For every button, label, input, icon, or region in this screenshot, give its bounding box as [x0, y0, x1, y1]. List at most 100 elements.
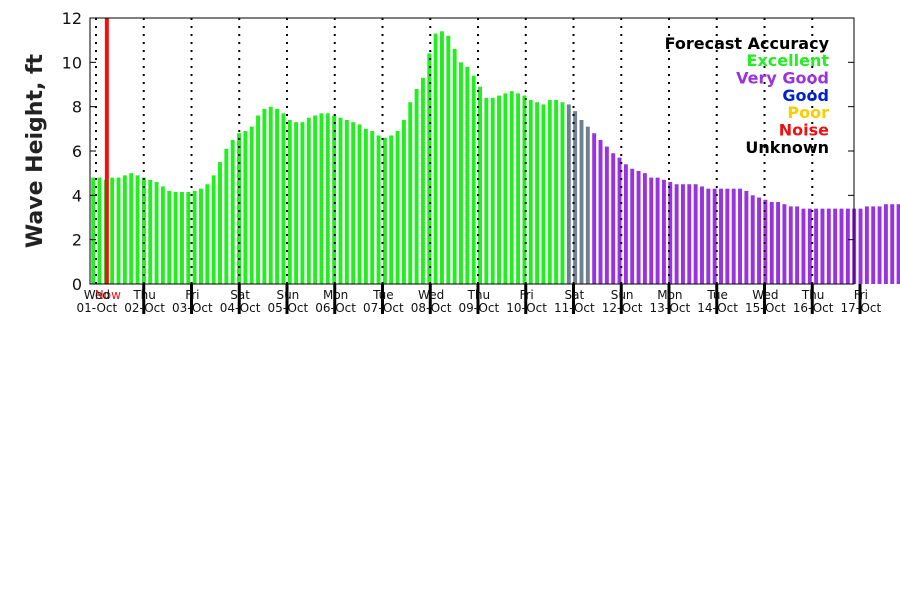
- wave-bar: [700, 186, 704, 284]
- legend-entry: Poor: [787, 103, 829, 122]
- wave-bar: [661, 179, 666, 284]
- day-of-week-label: Thu: [467, 288, 491, 302]
- wave-bar: [224, 148, 229, 284]
- day-of-week-label: Thu: [801, 288, 825, 302]
- day-of-week-label: Tue: [706, 288, 728, 302]
- wave-bar: [122, 175, 127, 284]
- y-axis: 0 2 4 6 8 10 12: [62, 9, 854, 294]
- legend-entry: Very Good: [736, 68, 829, 87]
- y-tick-label: 2: [72, 231, 82, 250]
- wave-bar: [459, 62, 463, 284]
- wave-bar: [706, 188, 711, 284]
- x-axis: Wed01-OctThu02-OctFri03-OctSat04-OctSun0…: [77, 288, 882, 315]
- wave-bar: [883, 204, 888, 284]
- wave-bar: [186, 192, 191, 284]
- wave-bar: [179, 192, 184, 284]
- wave-bar: [357, 124, 362, 285]
- wave-bar: [617, 157, 622, 284]
- day-of-week-label: Sat: [565, 288, 585, 302]
- date-label: 15-Oct: [745, 301, 786, 315]
- y-tick-label: 8: [72, 98, 82, 117]
- wave-bar: [516, 93, 521, 285]
- wave-bar: [782, 204, 787, 284]
- day-gridlines: [95, 18, 862, 314]
- wave-bar: [192, 190, 197, 284]
- date-label: 01-Oct: [77, 301, 118, 315]
- y-tick-label: 6: [72, 142, 82, 161]
- wave-bar: [763, 199, 768, 284]
- wave-bar: [845, 208, 850, 284]
- wave-bar: [427, 53, 432, 284]
- wave-bar: [433, 33, 438, 284]
- wave-bar: [839, 208, 844, 284]
- date-label: 03-Oct: [172, 301, 213, 315]
- wave-bar: [807, 208, 812, 284]
- legend-entry: Excellent: [747, 51, 830, 70]
- y-tick-label: 0: [72, 275, 82, 294]
- wave-bar: [141, 177, 146, 284]
- wave-bar: [547, 100, 552, 285]
- wave-bar: [528, 100, 533, 285]
- wave-bar: [471, 75, 476, 284]
- y-tick-label: 10: [62, 53, 82, 72]
- wave-bar: [325, 113, 330, 284]
- wave-bar: [389, 135, 394, 284]
- date-label: 08-Oct: [411, 301, 452, 315]
- wave-bar: [319, 113, 324, 284]
- wave-bar: [623, 164, 628, 284]
- wave-bar: [642, 173, 647, 284]
- wave-bar: [674, 184, 679, 284]
- wave-bar: [833, 208, 838, 284]
- wave-bar: [97, 177, 102, 284]
- wave-bar: [509, 91, 514, 285]
- wave-bar: [154, 182, 159, 284]
- wave-bar: [478, 86, 482, 284]
- date-label: 11-Oct: [554, 301, 595, 315]
- wave-bar: [579, 119, 584, 284]
- wave-bar: [668, 182, 673, 284]
- wave-bar: [788, 206, 793, 284]
- wave-bar: [497, 95, 502, 284]
- day-of-week-label: Mon: [657, 288, 682, 302]
- day-of-week-label: Fri: [519, 288, 533, 302]
- wave-bar: [167, 190, 172, 284]
- wave-bar: [199, 188, 203, 284]
- wave-bar: [484, 97, 489, 284]
- date-label: 14-Oct: [697, 301, 738, 315]
- wave-bar: [332, 115, 337, 284]
- wave-bar: [256, 115, 261, 284]
- wave-bar: [750, 195, 755, 284]
- legend-entry: Noise: [779, 121, 829, 140]
- wave-bar: [655, 177, 660, 284]
- day-of-week-label: Sun: [276, 288, 299, 302]
- wave-bar: [592, 133, 597, 284]
- date-label: 04-Oct: [220, 301, 261, 315]
- wave-bar: [871, 206, 876, 284]
- date-label: 16-Oct: [793, 301, 834, 315]
- date-label: 06-Oct: [315, 301, 356, 315]
- wave-bar: [268, 106, 273, 284]
- day-of-week-label: Wed: [418, 288, 444, 302]
- wave-bar: [363, 128, 368, 284]
- wave-bar: [738, 188, 742, 284]
- wave-bar: [598, 139, 603, 284]
- wave-bar: [554, 100, 559, 285]
- wave-bar: [287, 119, 292, 284]
- wave-bar: [680, 184, 685, 284]
- wave-bar: [693, 184, 698, 284]
- day-of-week-label: Fri: [854, 288, 868, 302]
- wave-bar: [420, 77, 425, 284]
- date-label: 07-Oct: [363, 301, 404, 315]
- legend-entry: Unknown: [745, 138, 829, 157]
- wave-bar: [376, 135, 381, 284]
- wave-bar: [401, 119, 406, 284]
- wave-bar: [535, 102, 540, 284]
- wave-bar: [795, 206, 800, 284]
- wave-bar: [249, 126, 254, 285]
- wave-bar: [820, 208, 825, 284]
- wave-bar: [896, 204, 900, 284]
- wave-bar: [440, 31, 444, 284]
- wave-bar: [890, 204, 895, 284]
